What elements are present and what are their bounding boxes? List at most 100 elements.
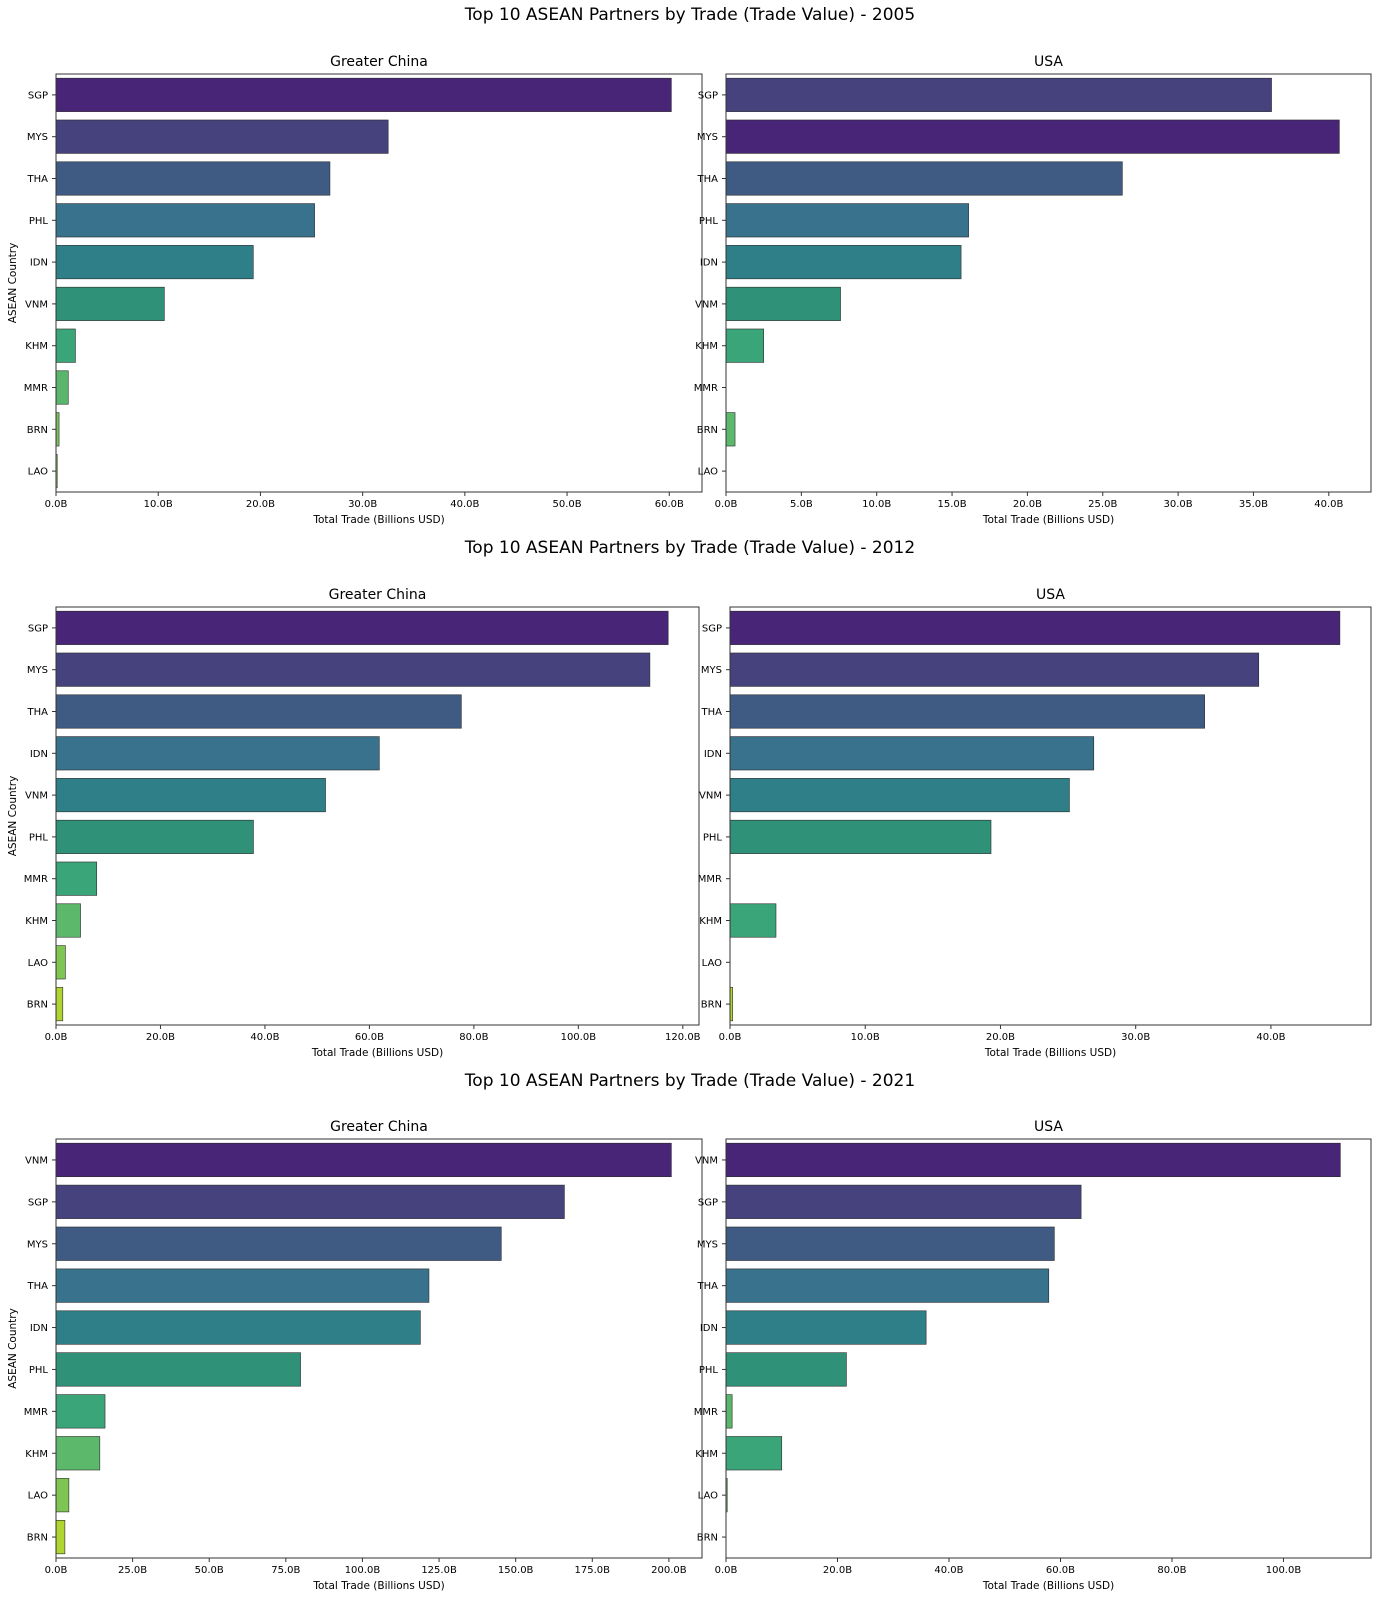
panel-2005-usa-title: USA <box>1034 54 1063 70</box>
figure-title-2005: Top 10 ASEAN Partners by Trade (Trade Va… <box>464 5 915 25</box>
bar-sgp <box>55 610 669 645</box>
y-tick-label-mys: MYS <box>697 1239 718 1250</box>
bar-idn <box>729 736 1095 771</box>
panel-2012-usa: USA SGP MYS THA IDN VNM PHL MMR KHM LAO BRN 0.0B 10.… <box>698 587 1372 1059</box>
figure-title-2012: Top 10 ASEAN Partners by Trade (Trade Va… <box>464 538 915 558</box>
y-tick-label-vnm: VNM <box>695 299 718 310</box>
bar-mmr <box>55 370 69 405</box>
x-tick-label: 30.0B <box>1121 1032 1150 1043</box>
y-tick-label-idn: IDN <box>30 749 48 760</box>
y-tick-label-brn: BRN <box>27 425 48 436</box>
y-tick-label-tha: THA <box>27 174 49 185</box>
panel-2021-usa-frame <box>725 1138 1372 1559</box>
y-tick-label-tha: THA <box>27 707 49 718</box>
figure-title-2021: Top 10 ASEAN Partners by Trade (Trade Va… <box>464 1071 915 1091</box>
x-tick-label: 25.0B <box>1088 499 1117 510</box>
panel-2012-greater-china: Greater China SGP MYS THA IDN VNM PHL MMR KHM LAO… <box>7 587 701 1059</box>
bar-vnm <box>729 778 1070 813</box>
y-tick-label-sgp: SGP <box>698 90 718 101</box>
y-tick-label-phl: PHL <box>29 1365 49 1376</box>
x-tick-label: 200.0B <box>651 1565 687 1576</box>
y-tick-label-tha: THA <box>27 1281 49 1292</box>
x-tick-label: 75.0B <box>271 1565 300 1576</box>
y-tick-label-mmr: MMR <box>24 1407 48 1418</box>
y-tick-label-tha: THA <box>701 707 723 718</box>
bar-mys <box>55 1226 502 1261</box>
y-tick-label-lao: LAO <box>28 1491 48 1502</box>
panel-2021-usa-title: USA <box>1034 1119 1063 1135</box>
bar-mys <box>725 119 1340 154</box>
y-tick-label-lao: LAO <box>698 1491 718 1502</box>
x-tick-label: 60.0B <box>1046 1565 1075 1576</box>
y-tick-label-brn: BRN <box>27 1000 48 1011</box>
y-axis-label: ASEAN Country <box>7 243 19 324</box>
x-tick-label: 50.0B <box>195 1565 224 1576</box>
y-tick-label-vnm: VNM <box>699 791 722 802</box>
x-tick-label: 20.0B <box>823 1565 852 1576</box>
y-tick-label-idn: IDN <box>30 258 48 269</box>
x-tick-label: 15.0B <box>937 499 966 510</box>
y-tick-label-idn: IDN <box>700 258 718 269</box>
x-tick-label: 125.0B <box>421 1565 457 1576</box>
x-tick-label: 100.0B <box>345 1565 381 1576</box>
bar-phl <box>55 1352 301 1387</box>
y-tick-label-mmr: MMR <box>24 874 48 885</box>
y-tick-label-idn: IDN <box>30 1323 48 1334</box>
bar-khm <box>725 328 764 363</box>
bar-idn <box>55 245 254 280</box>
x-tick-label: 80.0B <box>1157 1565 1186 1576</box>
x-tick-label: 0.0B <box>45 1032 68 1043</box>
bar-tha <box>725 161 1123 196</box>
bar-phl <box>55 203 315 238</box>
panel-2005-greater-china-frame <box>55 73 703 493</box>
y-tick-label-sgp: SGP <box>28 1197 48 1208</box>
x-tick-label: 0.0B <box>45 499 68 510</box>
x-axis-label: Total Trade (Billions USD) <box>312 1580 444 1592</box>
x-tick-label: 0.0B <box>719 1032 742 1043</box>
panel-2005-usa: USA SGP MYS THA PHL IDN VNM KHM MMR BRN LAO 0.0B 5.0… <box>694 54 1372 526</box>
y-tick-label-mmr: MMR <box>698 874 722 885</box>
panel-2021-greater-china-frame <box>55 1138 703 1559</box>
bar-mys <box>725 1226 1055 1261</box>
bar-vnm <box>55 1142 672 1178</box>
panel-2012-greater-china-title: Greater China <box>329 587 427 603</box>
bar-sgp <box>55 1184 565 1219</box>
y-tick-label-brn: BRN <box>701 1000 722 1011</box>
bar-vnm <box>725 286 841 321</box>
bar-brn <box>55 1519 66 1555</box>
bar-phl <box>729 819 992 854</box>
bar-phl <box>725 1352 847 1387</box>
bar-khm <box>55 1436 101 1471</box>
bar-khm <box>725 1436 783 1471</box>
x-tick-label: 20.0B <box>986 1032 1015 1043</box>
panel-2005-greater-china: Greater China SGP MYS THA PHL IDN VNM KHM MMR BRN… <box>7 54 703 526</box>
panel-2021-greater-china: Greater China VNM SGP MYS THA IDN PHL MMR KHM LAO… <box>7 1119 703 1592</box>
bar-vnm <box>55 286 165 321</box>
x-tick-label: 120.0B <box>665 1032 701 1043</box>
x-axis-label: Total Trade (Billions USD) <box>984 1047 1116 1059</box>
y-tick-label-tha: THA <box>697 1281 719 1292</box>
bar-idn <box>725 1310 927 1345</box>
panel-2012-usa-title: USA <box>1036 587 1065 603</box>
y-tick-label-vnm: VNM <box>25 791 48 802</box>
x-tick-label: 0.0B <box>715 1565 738 1576</box>
bar-mys <box>55 119 389 154</box>
x-tick-label: 40.0B <box>250 1032 279 1043</box>
x-tick-label: 100.0B <box>561 1032 597 1043</box>
x-axis-label: Total Trade (Billions USD) <box>312 514 444 526</box>
y-tick-label-khm: KHM <box>25 1449 48 1460</box>
bar-khm <box>55 328 76 363</box>
bar-mmr <box>55 1394 106 1429</box>
x-tick-label: 0.0B <box>45 1565 68 1576</box>
y-tick-label-sgp: SGP <box>702 623 722 634</box>
bar-idn <box>55 736 380 771</box>
y-tick-label-tha: THA <box>697 174 719 185</box>
y-tick-label-phl: PHL <box>699 216 719 227</box>
bar-idn <box>725 245 962 280</box>
bar-mys <box>729 652 1260 687</box>
bar-phl <box>725 203 969 238</box>
bar-phl <box>55 819 254 854</box>
x-tick-label: 5.0B <box>790 499 813 510</box>
y-tick-label-mmr: MMR <box>694 1407 718 1418</box>
